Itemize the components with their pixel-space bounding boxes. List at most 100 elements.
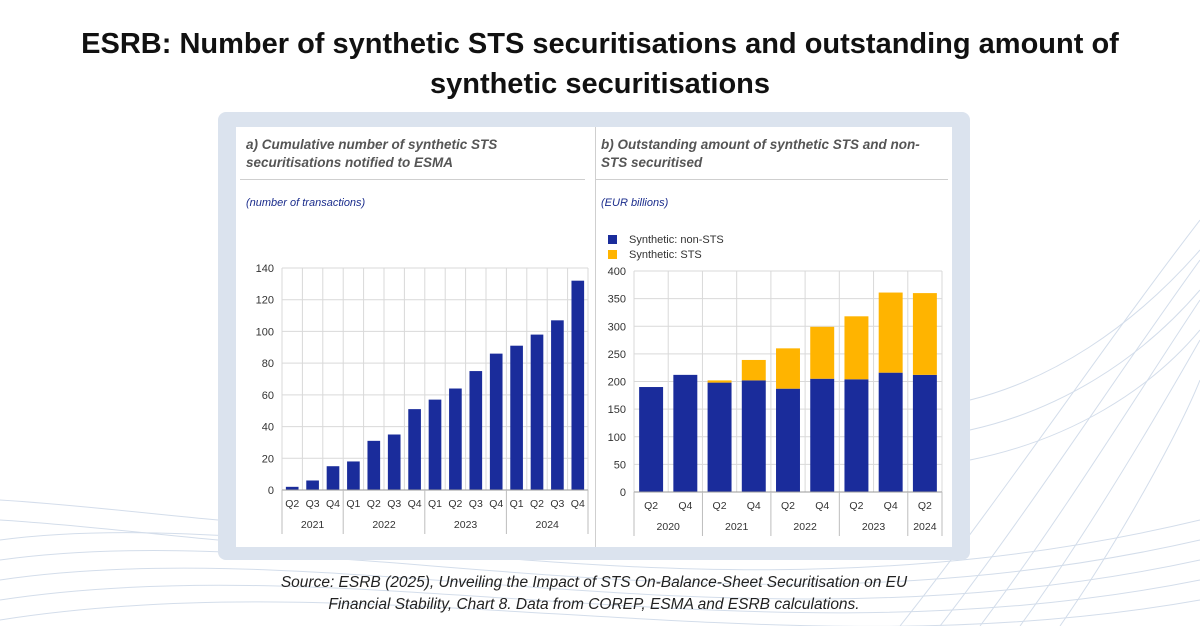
- chart-a-bar: [326, 466, 340, 490]
- chart-a-ytick-label: 80: [262, 358, 274, 370]
- chart-a-xtick-label: Q2: [285, 498, 299, 510]
- chart-a-bar: [367, 440, 381, 490]
- chart-b-year-label: 2024: [913, 521, 937, 533]
- chart-a-xtick-label: Q3: [387, 498, 401, 510]
- chart-b-xtick-label: Q4: [678, 500, 692, 512]
- chart-a-bar: [551, 320, 564, 490]
- chart-b-xtick-label: Q2: [644, 500, 658, 512]
- panel-a-unit-label: (number of transactions): [246, 197, 366, 209]
- chart-b-xtick-label: Q2: [849, 500, 863, 512]
- chart-a-bar: [571, 280, 585, 490]
- chart-b-ytick-label: 400: [608, 266, 626, 278]
- chart-b-ytick-label: 350: [608, 294, 626, 306]
- chart-a-ytick-label: 0: [268, 485, 274, 497]
- page-title-line-2: synthetic securitisations: [429, 68, 771, 100]
- chart-a-xtick-label: Q2: [530, 498, 544, 510]
- chart-b-bar-non-sts: [878, 372, 903, 492]
- chart-b-bar-sts: [912, 293, 937, 375]
- chart-a-year-label: 2022: [372, 519, 396, 531]
- chart-a-xtick-label: Q3: [550, 498, 564, 510]
- chart-b-xtick-label: Q2: [918, 500, 932, 512]
- chart-b-year-label: 2020: [657, 521, 681, 533]
- chart-a-xtick-label: Q2: [367, 498, 381, 510]
- panel-b-unit-label: (EUR billions): [601, 197, 669, 209]
- chart-a-year-label: 2021: [301, 519, 325, 531]
- chart-a-xtick-label: Q1: [346, 498, 360, 510]
- legend-item-non-sts: Synthetic: non-STS: [608, 232, 724, 247]
- panel-b-title: b) Outstanding amount of synthetic STS a…: [601, 136, 920, 172]
- chart-a-bar: [347, 461, 360, 490]
- legend-item-sts: Synthetic: STS: [608, 247, 724, 262]
- chart-b-ytick-label: 300: [608, 321, 626, 333]
- chart-b-xtick-label: Q4: [747, 500, 761, 512]
- chart-a-ytick-label: 60: [262, 390, 274, 402]
- chart-a-bar: [387, 434, 401, 490]
- chart-b-bar-sts: [810, 326, 835, 379]
- chart-a-bar: [408, 409, 421, 490]
- panel-b-legend: Synthetic: non-STS Synthetic: STS: [608, 232, 724, 262]
- page-title: ESRB: Number of synthetic STS securitisa…: [0, 24, 1200, 104]
- legend-label-non-sts: Synthetic: non-STS: [629, 233, 724, 246]
- chart-b-xtick-label: Q4: [815, 500, 829, 512]
- chart-b-year-label: 2022: [793, 521, 817, 533]
- chart-b-ytick-label: 100: [608, 432, 626, 444]
- chart-a-bar: [306, 480, 319, 490]
- chart-b-bar-non-sts: [776, 388, 800, 492]
- chart-a-xtick-label: Q4: [571, 498, 585, 510]
- chart-b-bar-non-sts: [810, 378, 835, 492]
- source-note: Source: ESRB (2025), Unveiling the Impac…: [0, 572, 1188, 616]
- source-line-2: Financial Stability, Chart 8. Data from …: [328, 596, 860, 613]
- chart-a-xtick-label: Q3: [306, 498, 320, 510]
- chart-b-bar-sts: [776, 348, 800, 389]
- chart-a-xtick-label: Q4: [489, 498, 503, 510]
- source-line-1: Source: ESRB (2025), Unveiling the Impac…: [280, 574, 908, 591]
- panel-b-title-rule: [596, 179, 948, 180]
- chart-a-bar: [449, 388, 462, 490]
- chart-a-xtick-label: Q4: [326, 498, 340, 510]
- chart-b-ytick-label: 150: [608, 404, 626, 416]
- chart-b-ytick-label: 0: [620, 487, 626, 499]
- chart-a-xtick-label: Q4: [408, 498, 422, 510]
- chart-b-xtick-label: Q4: [884, 500, 898, 512]
- chart-a-ytick-label: 140: [256, 263, 274, 275]
- chart-a-bar: [469, 371, 483, 490]
- panel-a-title-rule: [240, 179, 585, 180]
- legend-swatch-non-sts: [608, 235, 617, 244]
- chart-b-ytick-label: 200: [608, 377, 626, 389]
- chart-b-bar-non-sts: [673, 374, 698, 492]
- chart-a-ytick-label: 20: [262, 453, 274, 465]
- chart-a-bar: [489, 353, 503, 490]
- chart-a-ytick-label: 120: [256, 295, 274, 307]
- chart-a-year-label: 2023: [454, 519, 478, 531]
- chart-b-xtick-label: Q2: [781, 500, 795, 512]
- legend-swatch-sts: [608, 250, 617, 259]
- panel-a-title: a) Cumulative number of synthetic STS se…: [246, 136, 497, 172]
- chart-b-bar-non-sts: [707, 382, 732, 492]
- panel-divider: [595, 127, 596, 547]
- panel-b-title-line-2: STS securitised: [601, 155, 703, 170]
- page-title-line-1: ESRB: Number of synthetic STS securitisa…: [81, 28, 1119, 60]
- chart-a-xtick-label: Q2: [448, 498, 462, 510]
- chart-b-bar-sts: [741, 359, 766, 381]
- chart-a-svg: 0 20 40 60 80 100 120 140 Q2 Q3 Q4 Q1 Q2 Q3 Q4 Q1 Q2 Q3 Q4…: [256, 263, 589, 534]
- panel-b-title-line-1: b) Outstanding amount of synthetic STS a…: [601, 137, 920, 152]
- chart-b-bar-non-sts: [639, 387, 664, 492]
- chart-a-bar: [530, 334, 544, 490]
- chart-b-bar-sts: [844, 316, 869, 380]
- chart-a-xtick-label: Q3: [469, 498, 483, 510]
- chart-a-ytick-label: 100: [256, 326, 274, 338]
- panel-a-title-line-2: securitisations notified to ESMA: [246, 155, 454, 170]
- chart-b-svg: 0 50 100 150 200 250 300 350 400 Q2 Q4 Q2 Q4 Q2 Q4 Q2 Q4…: [608, 266, 943, 536]
- legend-label-sts: Synthetic: STS: [629, 248, 702, 261]
- chart-b-bar-non-sts: [912, 374, 937, 492]
- chart-b-year-label: 2021: [725, 521, 749, 533]
- chart-b-bar-sts: [878, 292, 903, 373]
- chart-b-ytick-label: 50: [614, 459, 626, 471]
- chart-a-bar: [285, 486, 299, 490]
- chart-b-xtick-label: Q2: [713, 500, 727, 512]
- chart-b-year-label: 2023: [862, 521, 886, 533]
- chart-a-ytick-label: 40: [262, 422, 274, 434]
- chart-b-ytick-label: 250: [608, 349, 626, 361]
- chart-a-bar: [428, 399, 442, 490]
